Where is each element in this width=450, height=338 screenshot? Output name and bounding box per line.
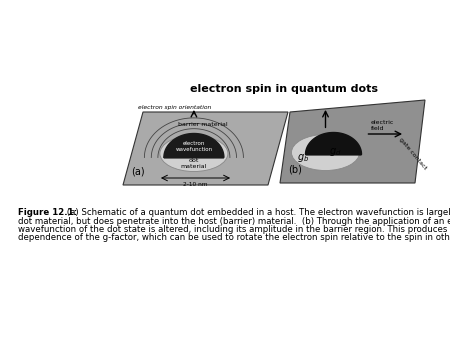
Polygon shape <box>280 100 425 183</box>
Text: electron spin orientation: electron spin orientation <box>138 105 211 110</box>
Text: (a) Schematic of a quantum dot embedded in a host. The electron wavefunction is : (a) Schematic of a quantum dot embedded … <box>64 208 450 217</box>
Text: $g_d$: $g_d$ <box>329 146 342 159</box>
Text: (a): (a) <box>131 167 144 177</box>
Text: Figure 12.1:: Figure 12.1: <box>18 208 77 217</box>
Text: $g_b$: $g_b$ <box>297 151 310 164</box>
Text: electron
wavefunction: electron wavefunction <box>176 141 212 152</box>
Text: electric
field: electric field <box>370 120 394 131</box>
Polygon shape <box>306 132 361 154</box>
Text: wavefunction of the dot state is altered, including its amplitude in the barrier: wavefunction of the dot state is altered… <box>18 225 450 234</box>
Text: (b): (b) <box>288 165 302 175</box>
Ellipse shape <box>160 136 228 171</box>
Text: dependence of the g-factor, which can be used to rotate the electron spin relati: dependence of the g-factor, which can be… <box>18 234 450 242</box>
Text: 2-10 nm: 2-10 nm <box>183 182 208 187</box>
Text: gate contact: gate contact <box>398 137 428 171</box>
Text: dot
material: dot material <box>181 158 207 169</box>
Polygon shape <box>123 112 288 185</box>
Polygon shape <box>164 134 224 158</box>
Text: electron spin in quantum dots: electron spin in quantum dots <box>190 84 378 94</box>
Ellipse shape <box>292 135 360 170</box>
Text: dot material, but does penetrate into the host (barrier) material.  (b) Through : dot material, but does penetrate into th… <box>18 217 450 225</box>
Text: barrier material: barrier material <box>178 122 228 127</box>
